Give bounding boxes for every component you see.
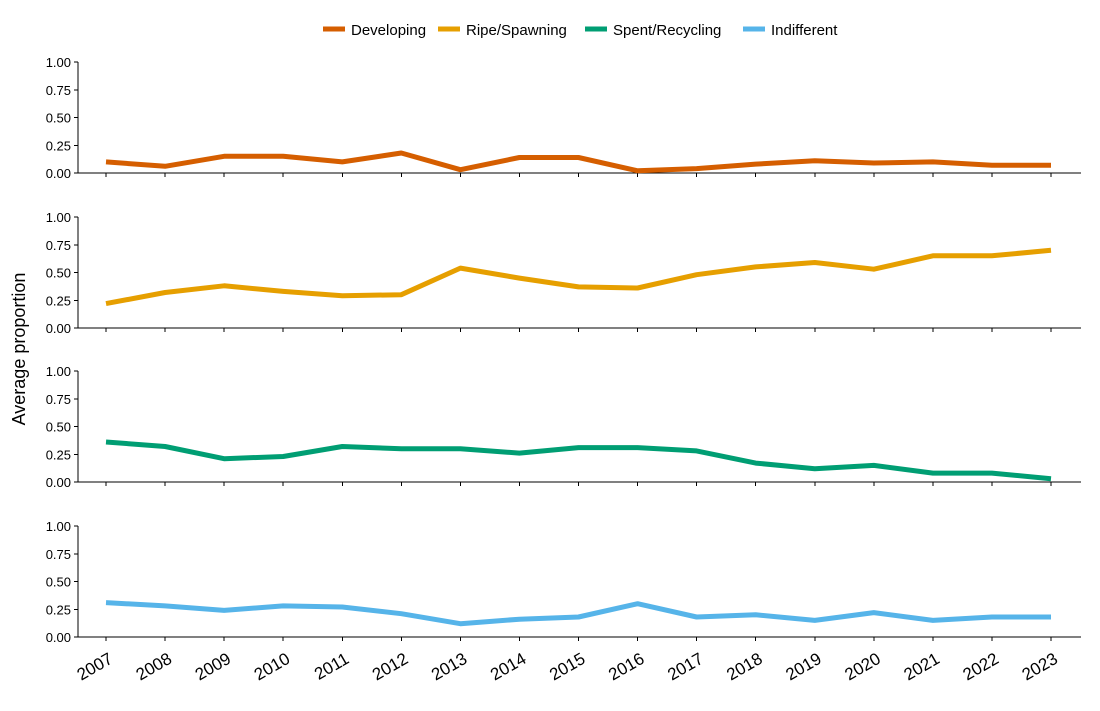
series-line [105,247,1052,307]
y-tick-label: 0.25 [46,447,71,462]
series-line [105,150,1051,174]
y-tick-label: 0.75 [46,392,71,407]
y-tick-label: 0.50 [46,420,71,435]
x-tick-label: 2010 [251,649,293,684]
y-tick-label: 0.00 [46,475,71,490]
y-tick-label: 0.25 [46,602,71,617]
legend-label: Indifferent [771,22,838,39]
chart-panels: 0.00 0.25 0.50 0.75 1.00 0.00 0.25 0.50 0.75 1.00… [46,55,1081,645]
legend-label: Developing [351,22,426,39]
y-tick-label: 0.50 [46,575,71,590]
legend-item: Indifferent [743,22,838,39]
x-axis: 2007 2008 2009 2010 2011 2012 2013 2014 2015 2016… [74,649,1061,684]
x-tick-label: 2007 [74,649,116,684]
y-tick-label: 0.50 [46,111,71,126]
y-tick-label: 0.00 [46,321,71,336]
x-tick-label: 2008 [133,649,175,684]
x-tick-label: 2011 [311,649,352,684]
y-axis-label: Average proportion [9,273,29,426]
y-tick-label: 0.25 [46,293,71,308]
y-tick-label: 0.50 [46,266,71,281]
y-tick-label: 0.25 [46,138,71,153]
y-tick-label: 1.00 [46,55,71,70]
x-tick-label: 2015 [546,649,588,684]
x-tick-label: 2012 [369,649,411,684]
x-tick-label: 2018 [723,649,765,684]
x-tick-label: 2017 [664,649,706,684]
y-tick-label: 0.75 [46,238,71,253]
x-tick-label: 2023 [1019,649,1061,684]
panel: 0.00 0.25 0.50 0.75 1.00 [46,55,1081,181]
panel: 0.00 0.25 0.50 0.75 1.00 [46,210,1081,336]
x-tick-label: 2019 [782,649,824,684]
x-tick-label: 2013 [428,649,470,684]
legend-item: Developing [323,22,426,39]
x-tick-label: 2022 [960,649,1002,684]
x-tick-label: 2016 [605,649,647,684]
x-tick-label: 2009 [192,649,234,684]
panel: 0.00 0.25 0.50 0.75 1.00 [46,519,1081,645]
x-tick-label: 2020 [842,649,884,684]
legend-label: Spent/Recycling [613,22,721,39]
panel: 0.00 0.25 0.50 0.75 1.00 [46,364,1081,490]
series-line [105,600,1051,627]
series-line [105,439,1052,482]
y-tick-label: 0.00 [46,166,71,181]
y-tick-label: 0.75 [46,547,71,562]
y-tick-label: 0.75 [46,83,71,98]
y-tick-label: 0.00 [46,630,71,645]
y-tick-label: 1.00 [46,519,71,534]
x-tick-label: 2014 [487,649,529,684]
legend-label: Ripe/Spawning [466,22,567,39]
y-tick-label: 1.00 [46,210,71,225]
legend-item: Spent/Recycling [585,22,721,39]
y-tick-label: 1.00 [46,364,71,379]
legend: Developing Ripe/Spawning Spent/Recycling In… [323,22,838,39]
x-tick-label: 2021 [901,649,943,684]
legend-item: Ripe/Spawning [438,22,567,39]
